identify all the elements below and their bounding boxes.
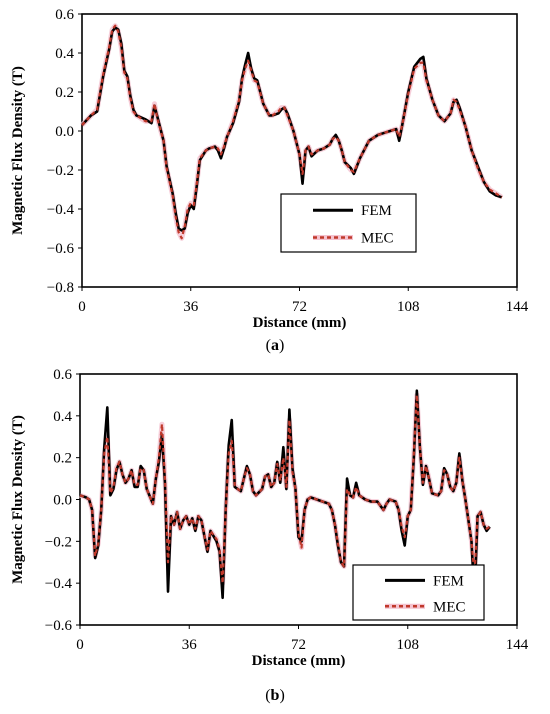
legend-label-fem: FEM (361, 203, 392, 219)
y-axis-label: Magnetic Flux Density (T) (10, 415, 26, 584)
panel-label: (b) (265, 687, 285, 704)
series-mec-halo (79, 392, 492, 586)
x-tick-label: 36 (182, 637, 198, 653)
x-tick-label: 144 (506, 299, 529, 315)
legend-label-fem: FEM (433, 573, 464, 589)
y-tick-label: 0.0 (53, 493, 72, 509)
y-tick-label: −0.2 (47, 163, 74, 179)
chart-panel-b: −0.6 −0.4 −0.2 0.0 0.2 0.4 0.6 0 36 72 108 144 Dista… (10, 367, 529, 704)
series-mec-line (79, 393, 491, 585)
legend-box (352, 564, 485, 621)
y-tick-label: 0.4 (53, 409, 72, 425)
x-tick-label: 144 (506, 637, 529, 653)
y-tick-label: 0.2 (53, 451, 72, 467)
y-tick-label: 0.6 (55, 7, 74, 23)
x-tick-label: 0 (76, 637, 84, 653)
x-tick-label: 36 (183, 299, 199, 315)
y-tick-label: −0.4 (47, 202, 75, 218)
panel-letter: a (271, 337, 279, 354)
legend: FEM MEC (352, 564, 485, 621)
legend-label-mec: MEC (361, 231, 394, 247)
y-tick-label: −0.2 (45, 534, 72, 550)
x-tick-label: 108 (397, 299, 420, 315)
y-tick-label: −0.4 (45, 576, 73, 592)
panel-label: (a) (266, 337, 285, 354)
x-tick-label: 72 (292, 299, 307, 315)
y-tick-label: 0.0 (55, 124, 74, 140)
x-axis-label: Distance (mm) (253, 315, 347, 331)
series-mec-line (81, 24, 503, 240)
y-axis-label: Magnetic Flux Density (T) (10, 66, 26, 235)
y-tick-label: −0.6 (45, 618, 73, 634)
y-tick-label: 0.6 (53, 367, 72, 383)
legend-label-mec: MEC (433, 599, 466, 615)
x-axis-label: Distance (mm) (252, 653, 346, 669)
y-tick-label: −0.6 (47, 241, 75, 257)
panel-letter: b (271, 687, 280, 704)
x-tick-label: 0 (78, 299, 86, 315)
legend-box (280, 193, 417, 253)
y-tick-label: −0.8 (47, 280, 74, 296)
y-tick-label: 0.2 (55, 85, 74, 101)
x-tick-label: 72 (291, 637, 306, 653)
y-tick-label: 0.4 (55, 46, 74, 62)
legend: FEM MEC (280, 193, 417, 253)
x-tick-label: 108 (397, 637, 420, 653)
chart-panel-a: −0.8 −0.6 −0.4 −0.2 0.0 0.2 0.4 0.6 0 36 72 108 144 D… (10, 7, 529, 354)
